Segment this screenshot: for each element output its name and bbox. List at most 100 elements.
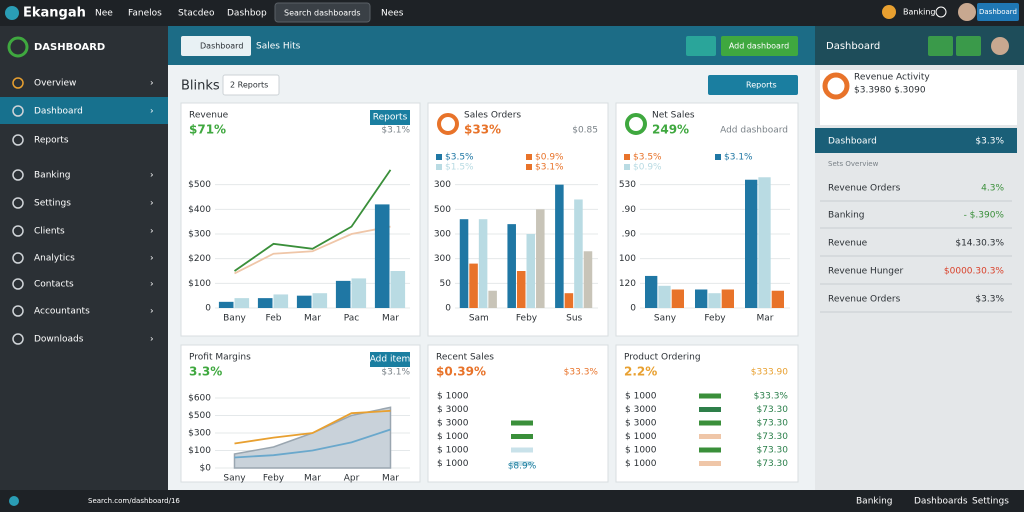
y-tick-label: $600 — [188, 394, 211, 404]
search-box[interactable] — [274, 2, 371, 23]
bar — [555, 184, 564, 308]
bar — [234, 298, 250, 308]
x-tick-label: Mar — [382, 314, 399, 324]
bar — [574, 199, 583, 308]
x-tick-label: Feby — [704, 314, 726, 324]
row-label: $ 1000 — [625, 459, 657, 469]
y-tick-label: $200 — [188, 254, 211, 264]
legend-swatch — [526, 154, 532, 160]
legend-swatch — [436, 154, 442, 160]
footer-link[interactable]: Banking — [856, 497, 893, 507]
card-button[interactable] — [370, 352, 410, 367]
row-label: $ 3000 — [437, 405, 469, 415]
x-tick-label: Mar — [304, 474, 321, 484]
nav-link[interactable]: Dashbop — [227, 9, 267, 19]
menu-icon — [12, 77, 24, 89]
menu-item[interactable]: Contacts — [34, 280, 74, 290]
card-change: $33.3% — [564, 368, 599, 378]
chevron: › — [150, 107, 154, 117]
menu-item[interactable]: Analytics — [34, 254, 75, 264]
card-value: $33% — [464, 123, 501, 137]
footer-link[interactable]: Settings — [972, 497, 1009, 507]
footer-link[interactable]: Dashboards — [914, 497, 968, 507]
search-text: Search dashboards — [284, 9, 361, 18]
menu-item[interactable]: Overview — [34, 79, 76, 89]
nav-link[interactable]: Nee — [95, 9, 113, 19]
chevron: › — [150, 227, 154, 237]
row-value: $73.30 — [757, 419, 789, 429]
chevron: › — [150, 280, 154, 290]
x-tick-label: Sus — [566, 314, 582, 324]
action-button[interactable] — [708, 75, 798, 95]
x-tick-label: Sam — [469, 314, 489, 324]
card-change: $333.90 — [751, 368, 788, 378]
card-title: Product Ordering — [624, 353, 701, 363]
legend-swatch — [526, 164, 532, 170]
menu-item[interactable]: Clients — [34, 227, 65, 237]
top-bar — [0, 0, 1024, 26]
right-active[interactable] — [815, 128, 1017, 153]
legend-swatch — [715, 154, 721, 160]
card-button-label: Add item — [370, 355, 411, 365]
row-value: $73.30 — [757, 446, 789, 456]
row-bar — [511, 447, 533, 453]
search-icon[interactable] — [935, 6, 947, 18]
row-value: $3.3% — [975, 295, 1004, 305]
y-tick-label: $500 — [188, 411, 211, 421]
profile-icon — [822, 72, 850, 100]
row-value: $73.30 — [757, 459, 789, 469]
right-button[interactable] — [956, 36, 981, 56]
bar — [459, 219, 469, 308]
card-change: Add dashboard — [720, 126, 788, 136]
bar — [695, 289, 708, 308]
bar — [758, 177, 771, 308]
y-tick-label: $400 — [188, 205, 211, 215]
row-value: 4.3% — [981, 184, 1004, 194]
menu-item[interactable]: Settings — [34, 199, 71, 209]
add-button[interactable] — [721, 36, 798, 56]
row-bar — [699, 461, 721, 466]
bar — [312, 293, 328, 308]
menu-item[interactable]: Dashboard — [34, 107, 83, 117]
nav-link[interactable]: Stacdeo — [178, 9, 215, 19]
avatar[interactable] — [958, 3, 976, 21]
y-tick-label: 300 — [434, 254, 451, 264]
nav-link[interactable]: Nees — [381, 9, 404, 19]
card-button[interactable] — [370, 110, 410, 125]
right-button[interactable] — [928, 36, 953, 56]
x-tick-label: Mar — [757, 314, 774, 324]
avatar[interactable] — [991, 37, 1009, 55]
footer-icon — [9, 496, 19, 506]
menu-item[interactable]: Banking — [34, 171, 71, 181]
filter[interactable] — [222, 74, 280, 96]
y-tick-label: 0 — [445, 304, 451, 314]
menu-item[interactable]: Downloads — [34, 335, 84, 345]
menu-icon — [12, 278, 24, 290]
x-tick-label: Feby — [516, 314, 538, 324]
bar — [645, 275, 658, 308]
y-tick-label: 0 — [630, 304, 636, 314]
menu-item[interactable]: Accountants — [34, 307, 90, 317]
notify-icon[interactable] — [882, 5, 896, 19]
menu-icon — [12, 305, 24, 317]
top-button[interactable] — [977, 3, 1019, 21]
legend-swatch — [436, 164, 442, 170]
y-tick-label: $500 — [188, 180, 211, 190]
card-title: Sales Orders — [464, 111, 521, 121]
menu-item[interactable]: Reports — [34, 136, 69, 146]
y-tick-label: .90 — [622, 205, 637, 215]
chevron: › — [150, 79, 154, 89]
right-active-label: Dashboard — [828, 137, 877, 147]
user-label: Banking — [903, 8, 935, 17]
tab[interactable] — [181, 36, 251, 56]
sidebar-header: DASHBOARD — [34, 42, 105, 53]
menu-icon — [12, 134, 24, 146]
active-item — [0, 97, 168, 124]
icon-button[interactable] — [686, 36, 716, 56]
bar — [374, 204, 390, 308]
bar — [564, 293, 574, 308]
x-tick-label: Bany — [223, 314, 246, 324]
x-tick-label: Apr — [344, 474, 360, 484]
nav-link[interactable]: Fanelos — [128, 9, 162, 19]
